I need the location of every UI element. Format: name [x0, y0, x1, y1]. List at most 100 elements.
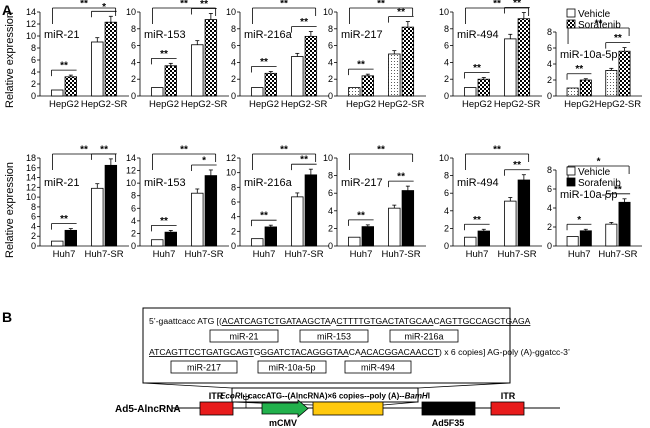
y-tick-label: 6 [547, 43, 552, 53]
sig-label: ** [60, 214, 68, 225]
bar-sorafenib [164, 65, 177, 97]
bar-sorafenib [361, 75, 374, 97]
x-tick-label: Huh7-SR [185, 249, 224, 260]
sig-label: ** [513, 0, 521, 9]
sig-label: * [102, 2, 106, 13]
x-tick-label: Huh7 [568, 249, 591, 260]
x-tick-label: Huh7 [466, 249, 489, 260]
y-tick-label: 12 [226, 153, 236, 163]
bar-sorafenib [361, 226, 374, 247]
chart-title: miR-216a [244, 29, 293, 41]
legend-label-vehicle-b: Vehicle [578, 167, 611, 178]
sequence-line-2: ATCAGTTCCTGATGCAGTGGGATCTACAGGGTAACAACAC… [149, 347, 570, 357]
y-tick-label: 2 [444, 74, 449, 84]
y-tick-label: 10 [323, 153, 333, 163]
y-tick-label: 12 [26, 19, 36, 29]
y-tick-label: 6 [31, 212, 36, 222]
y-tick-label: 6 [328, 41, 333, 51]
cassette-box: EcoRI--caccATG--(AlncRNA)×6 copies--poly… [220, 387, 430, 403]
sequence-box: 5’-gaattcacc ATG [(ACATCAGTCTGATAAGCTAAC… [142, 307, 570, 384]
y-tick-label: 4 [31, 67, 36, 77]
outer-sig-label: * [597, 157, 601, 168]
legend-swatch-vehicle [566, 8, 576, 18]
legend-swatch-sorafenib-b [566, 177, 576, 187]
y-tick-label: 8 [231, 182, 236, 192]
y-tick-label: 4 [131, 216, 136, 226]
y-tick-label: 2 [31, 79, 36, 89]
y-tick-label: 6 [131, 41, 136, 51]
y-tick-label: 0 [31, 91, 36, 101]
bar-sorafenib [104, 164, 118, 247]
x-tick-label: HepG2-SR [81, 99, 128, 110]
y-tick-label: 8 [328, 24, 333, 34]
x-tick-label: Huh7 [350, 249, 373, 260]
bar-sorafenib [264, 72, 277, 97]
outer-sig-label: ** [80, 0, 88, 10]
bar-sorafenib [64, 76, 77, 97]
y-tick-label: 4 [547, 203, 552, 213]
y-tick-label: 6 [444, 41, 449, 51]
legend-bottom: Vehicle Sorafenib [566, 166, 621, 189]
bar-sorafenib [264, 226, 277, 247]
bar-sorafenib [164, 231, 177, 247]
sig-label: ** [614, 184, 622, 195]
bar-sorafenib [618, 201, 631, 247]
y-tick-label: 6 [444, 188, 449, 198]
y-tick-label: 6 [231, 197, 236, 207]
bar-vehicle [51, 240, 64, 247]
sig-label: ** [357, 60, 365, 71]
y-tick-label: 0 [131, 241, 136, 251]
sig-label: ** [300, 17, 308, 28]
bar-vehicle [151, 87, 164, 97]
y-tick-label: 0 [231, 91, 236, 101]
outer-sig-label: ** [493, 0, 501, 10]
legend-label-vehicle: Vehicle [578, 9, 611, 20]
y-tick-label: 8 [444, 171, 449, 181]
y-tick-label: 2 [231, 74, 236, 84]
x-tick-label: HepG2-SR [378, 99, 425, 110]
y-tick-label: 10 [439, 153, 449, 163]
sig-label: ** [473, 215, 481, 226]
sig-label: ** [100, 144, 108, 155]
bar-sorafenib [618, 50, 631, 97]
outer-sig-label: ** [493, 145, 501, 156]
y-tick-label: 0 [231, 241, 236, 251]
y-tick-label: 6 [547, 184, 552, 194]
y-tick-label: 14 [26, 7, 36, 17]
y-tick-label: 10 [323, 7, 333, 17]
psi-label: ψ [242, 392, 249, 403]
y-tick-label: 0 [547, 91, 552, 101]
ad5f35-label: Ad5F35 [432, 418, 465, 428]
vector-name: Ad5-AlncRNA [115, 404, 181, 415]
bar-vehicle [464, 87, 477, 97]
sig-label: ** [575, 64, 583, 75]
y-tick-label: 8 [444, 24, 449, 34]
itr-right-label: ITR [501, 391, 516, 401]
y-tick-label: 2 [328, 223, 333, 233]
y-tick-label: 10 [26, 192, 36, 202]
chart-title: miR-217 [341, 177, 383, 189]
chart-title: miR-21 [44, 177, 79, 189]
x-tick-label: HepG2-SR [181, 99, 228, 110]
bar-sorafenib [517, 179, 531, 247]
x-tick-label: HepG2 [49, 99, 79, 110]
x-tick-label: HepG2-SR [595, 99, 642, 110]
y-tick-label: 6 [231, 41, 236, 51]
bar-sorafenib [579, 79, 592, 97]
bar-sorafenib [401, 26, 415, 97]
vector-map: Ad5-AlncRNA ITR ψ mCMV Ad5F35 ITR [115, 391, 560, 428]
chart-title: miR-494 [457, 177, 499, 189]
itr-left [199, 401, 234, 416]
bar-sorafenib [204, 19, 218, 97]
mirna-box-mir-10a-5p: miR-10a-5p [268, 363, 315, 373]
y-tick-label: 12 [126, 166, 136, 176]
y-tick-label: 8 [328, 171, 333, 181]
y-tick-label: 4 [231, 212, 236, 222]
y-tick-label: 14 [126, 153, 136, 163]
y-tick-label: 6 [31, 55, 36, 65]
y-tick-label: 2 [131, 74, 136, 84]
bar-vehicle [605, 70, 618, 97]
bar-sorafenib [477, 230, 490, 247]
bar-charts: 02468101214miR-21HepG2**HepG2-SR***02468… [26, 0, 642, 260]
mirna-box-mir-494: miR-494 [361, 363, 395, 373]
